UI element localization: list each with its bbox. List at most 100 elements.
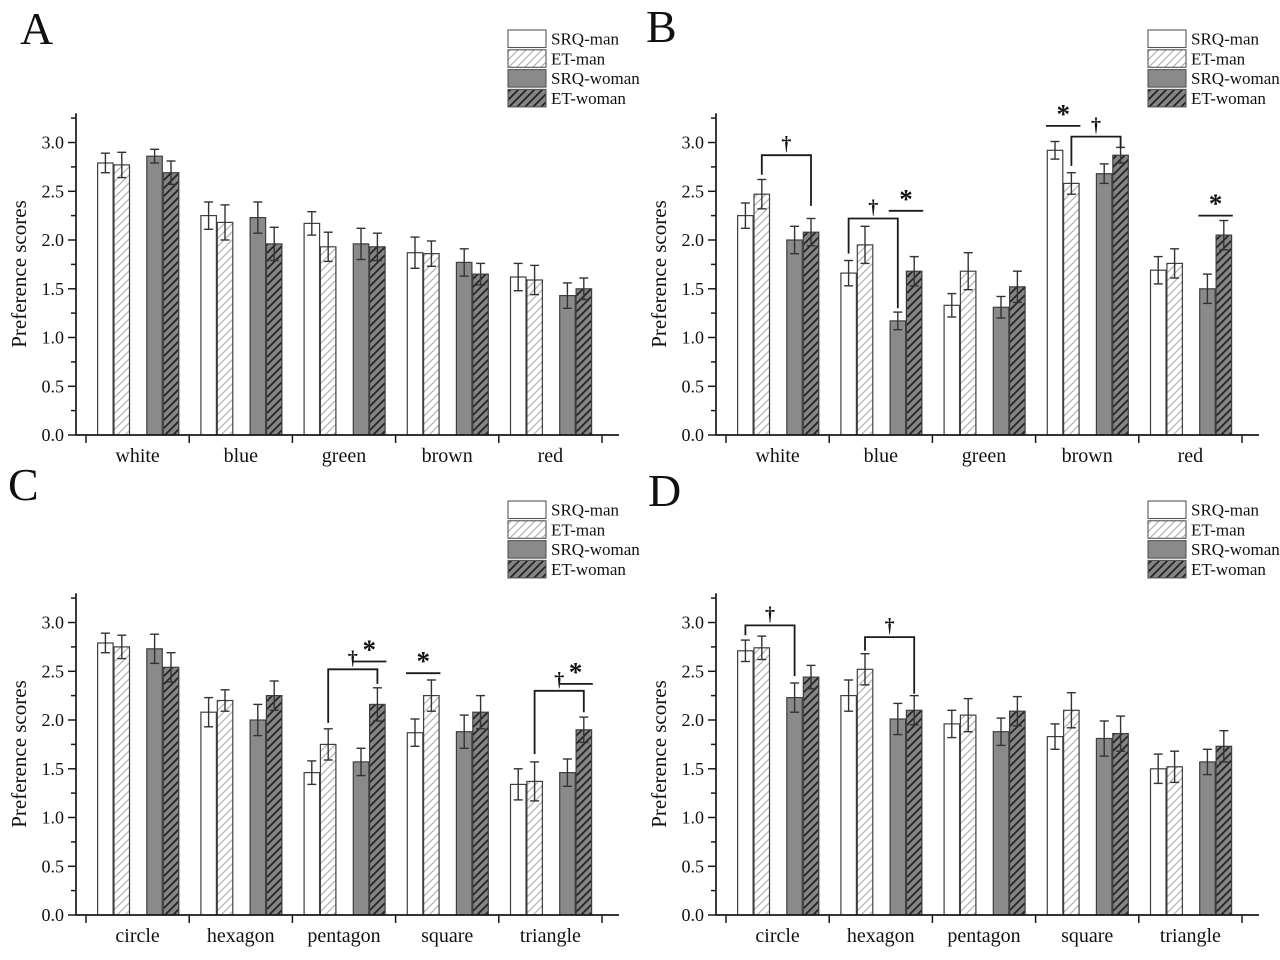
x-axis: circle hexagon pentagon square triangle <box>76 914 619 947</box>
y-axis: 0.0 0.5 1.0 1.5 2.0 2.5 3.0 Preference scores <box>7 593 77 925</box>
legend-item-ET-woman: ET-woman <box>507 88 626 108</box>
significance-symbol: † <box>348 647 358 669</box>
bars-layer <box>736 635 1233 916</box>
bar <box>319 246 337 436</box>
bar <box>455 731 473 916</box>
y-tick-label: 1.5 <box>42 759 65 779</box>
bar <box>905 270 923 436</box>
annotation-dagger: † <box>327 647 379 723</box>
error-bar <box>996 717 1006 747</box>
error-bar <box>356 227 366 261</box>
bar <box>406 732 424 916</box>
legend-swatch <box>1147 69 1187 88</box>
bar <box>472 273 489 436</box>
y-tick-label: 0.0 <box>682 425 705 445</box>
y-tick-label: 1.0 <box>42 808 65 828</box>
legend-item-SRQ-man: SRQ-man <box>1147 500 1260 520</box>
significance-symbol: * <box>1209 189 1223 219</box>
legend-swatch <box>1147 540 1187 559</box>
error-bar <box>1153 753 1163 785</box>
category-label: hexagon <box>207 925 275 947</box>
bar <box>856 244 874 436</box>
error-bar <box>1099 720 1109 757</box>
error-bar <box>806 217 816 247</box>
significance-symbol: * <box>899 184 913 214</box>
legend-label: SRQ-man <box>1191 30 1260 49</box>
category-label: hexagon <box>847 925 915 947</box>
annotation-dagger: † <box>864 615 916 694</box>
legend-swatch <box>507 540 547 559</box>
error-bar <box>426 679 436 712</box>
series-ET-woman <box>802 146 1233 436</box>
error-bar <box>860 225 870 265</box>
category-label: white <box>115 445 160 467</box>
bar <box>736 215 754 436</box>
error-bar <box>963 697 973 733</box>
error-bar <box>166 651 176 683</box>
bar <box>303 772 321 916</box>
y-axis: 0.0 0.5 1.0 1.5 2.0 2.5 3.0 Preference scores <box>7 113 77 445</box>
bar <box>1215 234 1233 436</box>
error-bar <box>204 201 214 231</box>
bar <box>265 243 283 436</box>
y-tick-label: 0.5 <box>42 376 65 396</box>
y-tick-label: 1.5 <box>42 279 65 299</box>
error-bar <box>476 694 486 730</box>
category-label: green <box>322 445 366 467</box>
panel-a: A 0.0 0.5 1.0 1.5 2.0 2.5 3.0 Preference scores… <box>0 0 640 480</box>
legend-label: SRQ-woman <box>551 69 640 88</box>
error-bar <box>860 652 870 686</box>
y-axis-title: Preference scores <box>7 200 31 348</box>
bar <box>753 647 771 916</box>
bar <box>840 695 857 916</box>
error-bar <box>269 226 279 262</box>
bar <box>1149 768 1167 916</box>
category-label: circle <box>755 925 800 947</box>
error-bar <box>150 633 160 665</box>
y-tick-label: 3.0 <box>682 133 705 153</box>
error-bar <box>410 718 420 747</box>
x-axis: white blue green brown red <box>76 434 619 467</box>
y-tick-label: 2.0 <box>682 710 705 730</box>
annotation-asterisk: * <box>1198 189 1233 219</box>
bar <box>96 162 114 436</box>
annotation-dagger: † <box>1070 115 1122 166</box>
series-SRQ-woman <box>146 148 576 436</box>
bar <box>856 668 874 916</box>
bar <box>1215 745 1233 916</box>
annotation-asterisk: * <box>1046 99 1081 129</box>
category-label: red <box>1178 445 1204 467</box>
error-bar <box>1202 273 1212 305</box>
y-tick-label: 1.0 <box>42 328 65 348</box>
series-ET-woman <box>162 160 593 436</box>
bracket-line <box>744 624 796 677</box>
error-bar <box>530 761 540 802</box>
error-bar <box>220 204 230 241</box>
significance-symbol: * <box>416 646 430 676</box>
error-bar <box>410 236 420 269</box>
bar <box>526 279 544 436</box>
legend-label: ET-man <box>551 49 606 68</box>
bar <box>146 648 163 916</box>
annotation-dagger: † <box>760 133 812 206</box>
bar <box>905 709 923 916</box>
y-axis: 0.0 0.5 1.0 1.5 2.0 2.5 3.0 Preference scores <box>647 593 717 925</box>
bars-layer <box>96 148 593 436</box>
legend-swatch <box>1147 520 1187 539</box>
bar <box>369 246 386 436</box>
error-bar <box>909 694 919 726</box>
bar <box>352 243 370 436</box>
bar <box>1046 736 1064 916</box>
bar <box>753 193 771 436</box>
bar <box>369 703 386 916</box>
category-label: brown <box>1062 445 1113 467</box>
panel-letter-d: D <box>648 465 682 516</box>
legend-swatch <box>507 559 547 579</box>
error-bar <box>1153 255 1163 285</box>
bar <box>559 295 576 436</box>
legend-item-SRQ-woman: SRQ-woman <box>507 540 640 559</box>
bar <box>319 743 337 916</box>
